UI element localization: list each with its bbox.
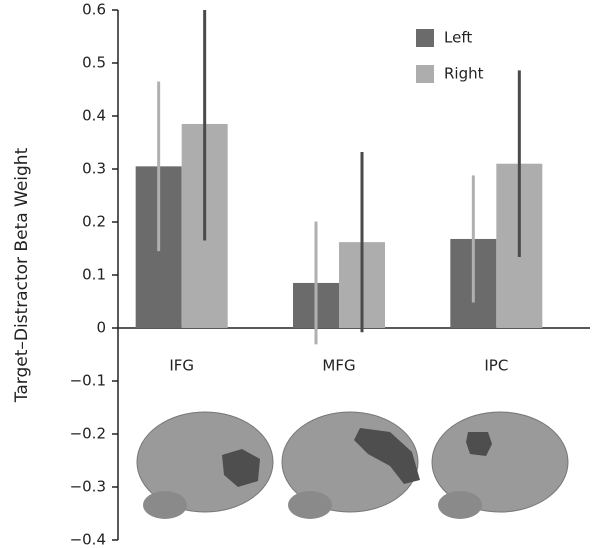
brain-images	[136, 411, 569, 519]
y-tick-label: −0.3	[70, 478, 106, 496]
legend-label: Left	[444, 29, 472, 47]
y-tick-label: 0.6	[82, 1, 106, 19]
y-tick-label: −0.4	[70, 531, 106, 548]
y-tick-label: 0.4	[82, 107, 106, 125]
y-tick-label: −0.1	[70, 372, 106, 390]
y-tick-label: −0.2	[70, 425, 106, 443]
y-tick-label: 0.5	[82, 54, 106, 72]
y-axis-label: Target–Distractor Beta Weight	[12, 147, 32, 403]
brain	[431, 411, 569, 519]
legend-swatch	[416, 65, 434, 83]
y-tick-label: 0	[96, 319, 106, 337]
x-tick-label: IFG	[169, 357, 194, 375]
legend-swatch	[416, 29, 434, 47]
y-tick-label: 0.1	[82, 266, 106, 284]
x-tick-label: MFG	[322, 357, 355, 375]
y-tick-label: 0.3	[82, 160, 106, 178]
y-tick-label: 0.2	[82, 213, 106, 231]
x-tick-label: IPC	[484, 357, 508, 375]
brain	[281, 411, 420, 519]
legend-label: Right	[444, 65, 484, 83]
brain	[136, 411, 274, 519]
